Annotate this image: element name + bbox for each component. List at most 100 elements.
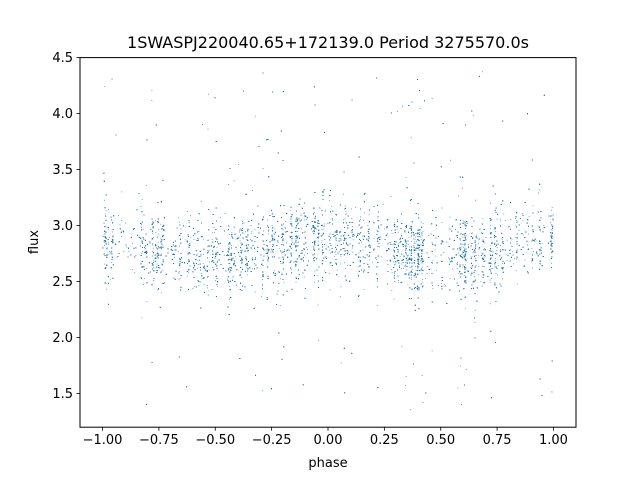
data-point (457, 387, 459, 389)
data-point (417, 257, 419, 259)
data-point (245, 264, 247, 266)
data-point (386, 260, 388, 262)
data-point (465, 235, 467, 237)
data-point (379, 246, 381, 248)
data-point (410, 277, 412, 279)
data-point (241, 221, 243, 222)
data-point (223, 254, 225, 256)
data-point (344, 208, 346, 210)
data-point (250, 239, 252, 240)
data-point (482, 217, 484, 219)
data-point (158, 228, 160, 230)
data-point (156, 256, 158, 258)
data-point (460, 365, 462, 367)
data-point (321, 241, 323, 243)
data-point (494, 237, 496, 239)
data-point (141, 225, 143, 227)
data-point (478, 243, 480, 245)
data-point (285, 250, 287, 252)
data-point (421, 239, 423, 241)
data-point (187, 261, 189, 263)
data-point (387, 264, 389, 266)
data-point (422, 284, 424, 286)
data-point (407, 254, 409, 256)
data-point (328, 273, 330, 275)
data-point (339, 238, 341, 240)
data-point (140, 206, 142, 207)
data-point (473, 250, 475, 252)
data-point (286, 242, 288, 244)
data-point (142, 236, 144, 238)
data-point (518, 229, 520, 231)
data-point (145, 251, 146, 253)
data-point (482, 71, 484, 73)
data-point (122, 250, 124, 252)
data-point (411, 298, 413, 299)
data-point (410, 137, 412, 139)
data-point (262, 278, 263, 280)
data-point (263, 243, 265, 245)
data-point (552, 214, 554, 216)
data-point (424, 278, 426, 279)
data-point (190, 236, 192, 238)
data-point (422, 259, 424, 261)
data-point (233, 180, 235, 182)
data-point (458, 195, 459, 197)
data-point (418, 243, 420, 245)
data-point (318, 236, 320, 238)
data-point (462, 220, 464, 222)
data-point (352, 236, 354, 238)
data-point (300, 228, 302, 230)
data-point (282, 229, 284, 231)
data-point (378, 220, 380, 222)
data-point (252, 190, 254, 192)
data-point (121, 220, 123, 221)
data-point (125, 222, 127, 224)
data-point (414, 266, 416, 268)
data-point (485, 237, 487, 239)
data-point (431, 262, 432, 264)
data-point (149, 241, 151, 242)
data-point (448, 257, 450, 259)
data-point (342, 193, 344, 195)
data-point (414, 236, 416, 238)
data-point (393, 278, 395, 280)
data-point (274, 270, 276, 272)
data-point (367, 225, 369, 227)
data-point (282, 260, 284, 262)
data-point (417, 240, 419, 241)
data-point (463, 220, 465, 222)
data-point (233, 226, 235, 228)
data-point (242, 223, 244, 225)
data-point (263, 230, 264, 232)
data-point (336, 269, 338, 271)
data-point (282, 241, 284, 243)
data-point (189, 259, 190, 261)
data-point (316, 228, 318, 230)
data-point (405, 269, 407, 271)
data-point (190, 215, 192, 217)
data-point (373, 237, 375, 239)
data-point (297, 231, 299, 233)
data-point (419, 240, 421, 242)
data-point (284, 249, 286, 251)
data-point (490, 277, 492, 279)
data-point (342, 219, 344, 221)
data-point (550, 237, 552, 239)
data-point (318, 207, 320, 209)
data-point (227, 278, 229, 280)
data-point (246, 274, 248, 276)
data-point (296, 218, 298, 220)
data-point (104, 86, 106, 87)
data-point (538, 240, 540, 241)
data-point (279, 305, 281, 307)
data-point (247, 250, 248, 252)
data-point (532, 205, 534, 207)
data-point (290, 253, 292, 255)
data-point (422, 243, 424, 245)
data-point (145, 184, 147, 186)
data-point (399, 265, 401, 266)
data-point (438, 285, 440, 287)
data-point (401, 263, 403, 265)
data-point (184, 239, 186, 241)
